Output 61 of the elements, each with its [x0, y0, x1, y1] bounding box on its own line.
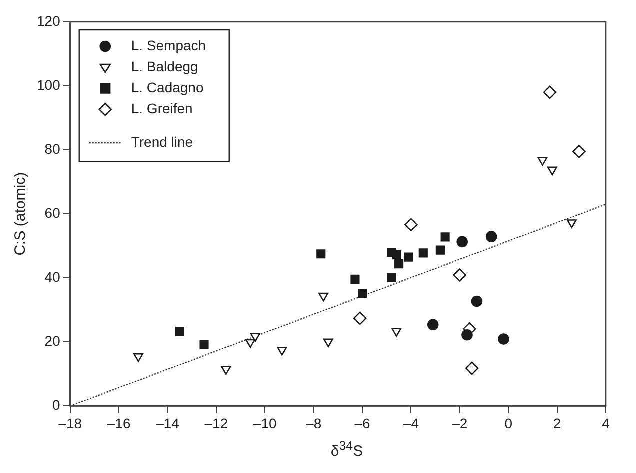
point: [498, 334, 510, 345]
point: [350, 274, 360, 284]
x-tick-label: –12: [204, 415, 228, 432]
point: [221, 366, 232, 376]
point: [250, 333, 260, 342]
legend-label: L. Baldegg: [131, 58, 198, 74]
point: [358, 288, 368, 298]
y-tick-label: 0: [52, 397, 61, 414]
point: [436, 246, 445, 255]
point: [418, 248, 428, 258]
legend-label: L. Sempach: [131, 37, 206, 54]
legend-label: Trend line: [131, 134, 194, 150]
y-tick-label: 20: [44, 333, 61, 350]
point: [440, 232, 450, 242]
x-tick-label: 4: [602, 415, 610, 432]
point: [427, 319, 439, 331]
point: [538, 157, 548, 166]
point: [471, 296, 483, 308]
point: [404, 218, 418, 232]
point: [462, 329, 473, 341]
point: [318, 292, 329, 302]
x-tick-label: 0: [504, 415, 513, 432]
point: [316, 250, 326, 259]
x-tick-label: –14: [156, 415, 180, 432]
point: [453, 268, 467, 282]
legend-label: L. Greifen: [131, 100, 193, 116]
legend-label: L. Cadagno: [131, 79, 204, 96]
point: [392, 328, 402, 337]
point: [543, 86, 557, 100]
x-tick-label: –4: [403, 415, 420, 432]
point: [465, 362, 479, 376]
y-axis-title: C:S (atomic): [12, 172, 30, 256]
point: [353, 312, 367, 326]
y-tick-label: 40: [44, 268, 61, 285]
point: [134, 353, 144, 362]
point: [323, 338, 334, 348]
point: [175, 327, 184, 336]
point: [387, 273, 396, 282]
y-tick-label: 120: [37, 12, 61, 29]
point: [547, 166, 558, 176]
point: [566, 220, 577, 228]
y-tick-label: 60: [44, 204, 61, 221]
x-tick-label: –6: [354, 415, 371, 432]
x-tick-label: –2: [452, 415, 468, 432]
point: [456, 236, 468, 248]
y-tick-label: 80: [44, 140, 61, 157]
x-tick-label: –8: [306, 415, 322, 432]
point: [200, 340, 209, 350]
point: [486, 231, 498, 242]
point: [572, 145, 586, 158]
y-tick-label: 100: [37, 76, 61, 93]
x-tick-label: –16: [107, 415, 131, 432]
point: [392, 250, 402, 260]
x-tick-label: –18: [58, 415, 82, 432]
point: [246, 339, 256, 348]
x-axis-title: δ$^{34}$S: [330, 438, 364, 462]
point: [277, 347, 288, 356]
x-tick-label: 2: [553, 415, 562, 432]
point: [394, 260, 404, 269]
x-tick-label: –10: [253, 415, 278, 432]
point: [404, 252, 414, 262]
